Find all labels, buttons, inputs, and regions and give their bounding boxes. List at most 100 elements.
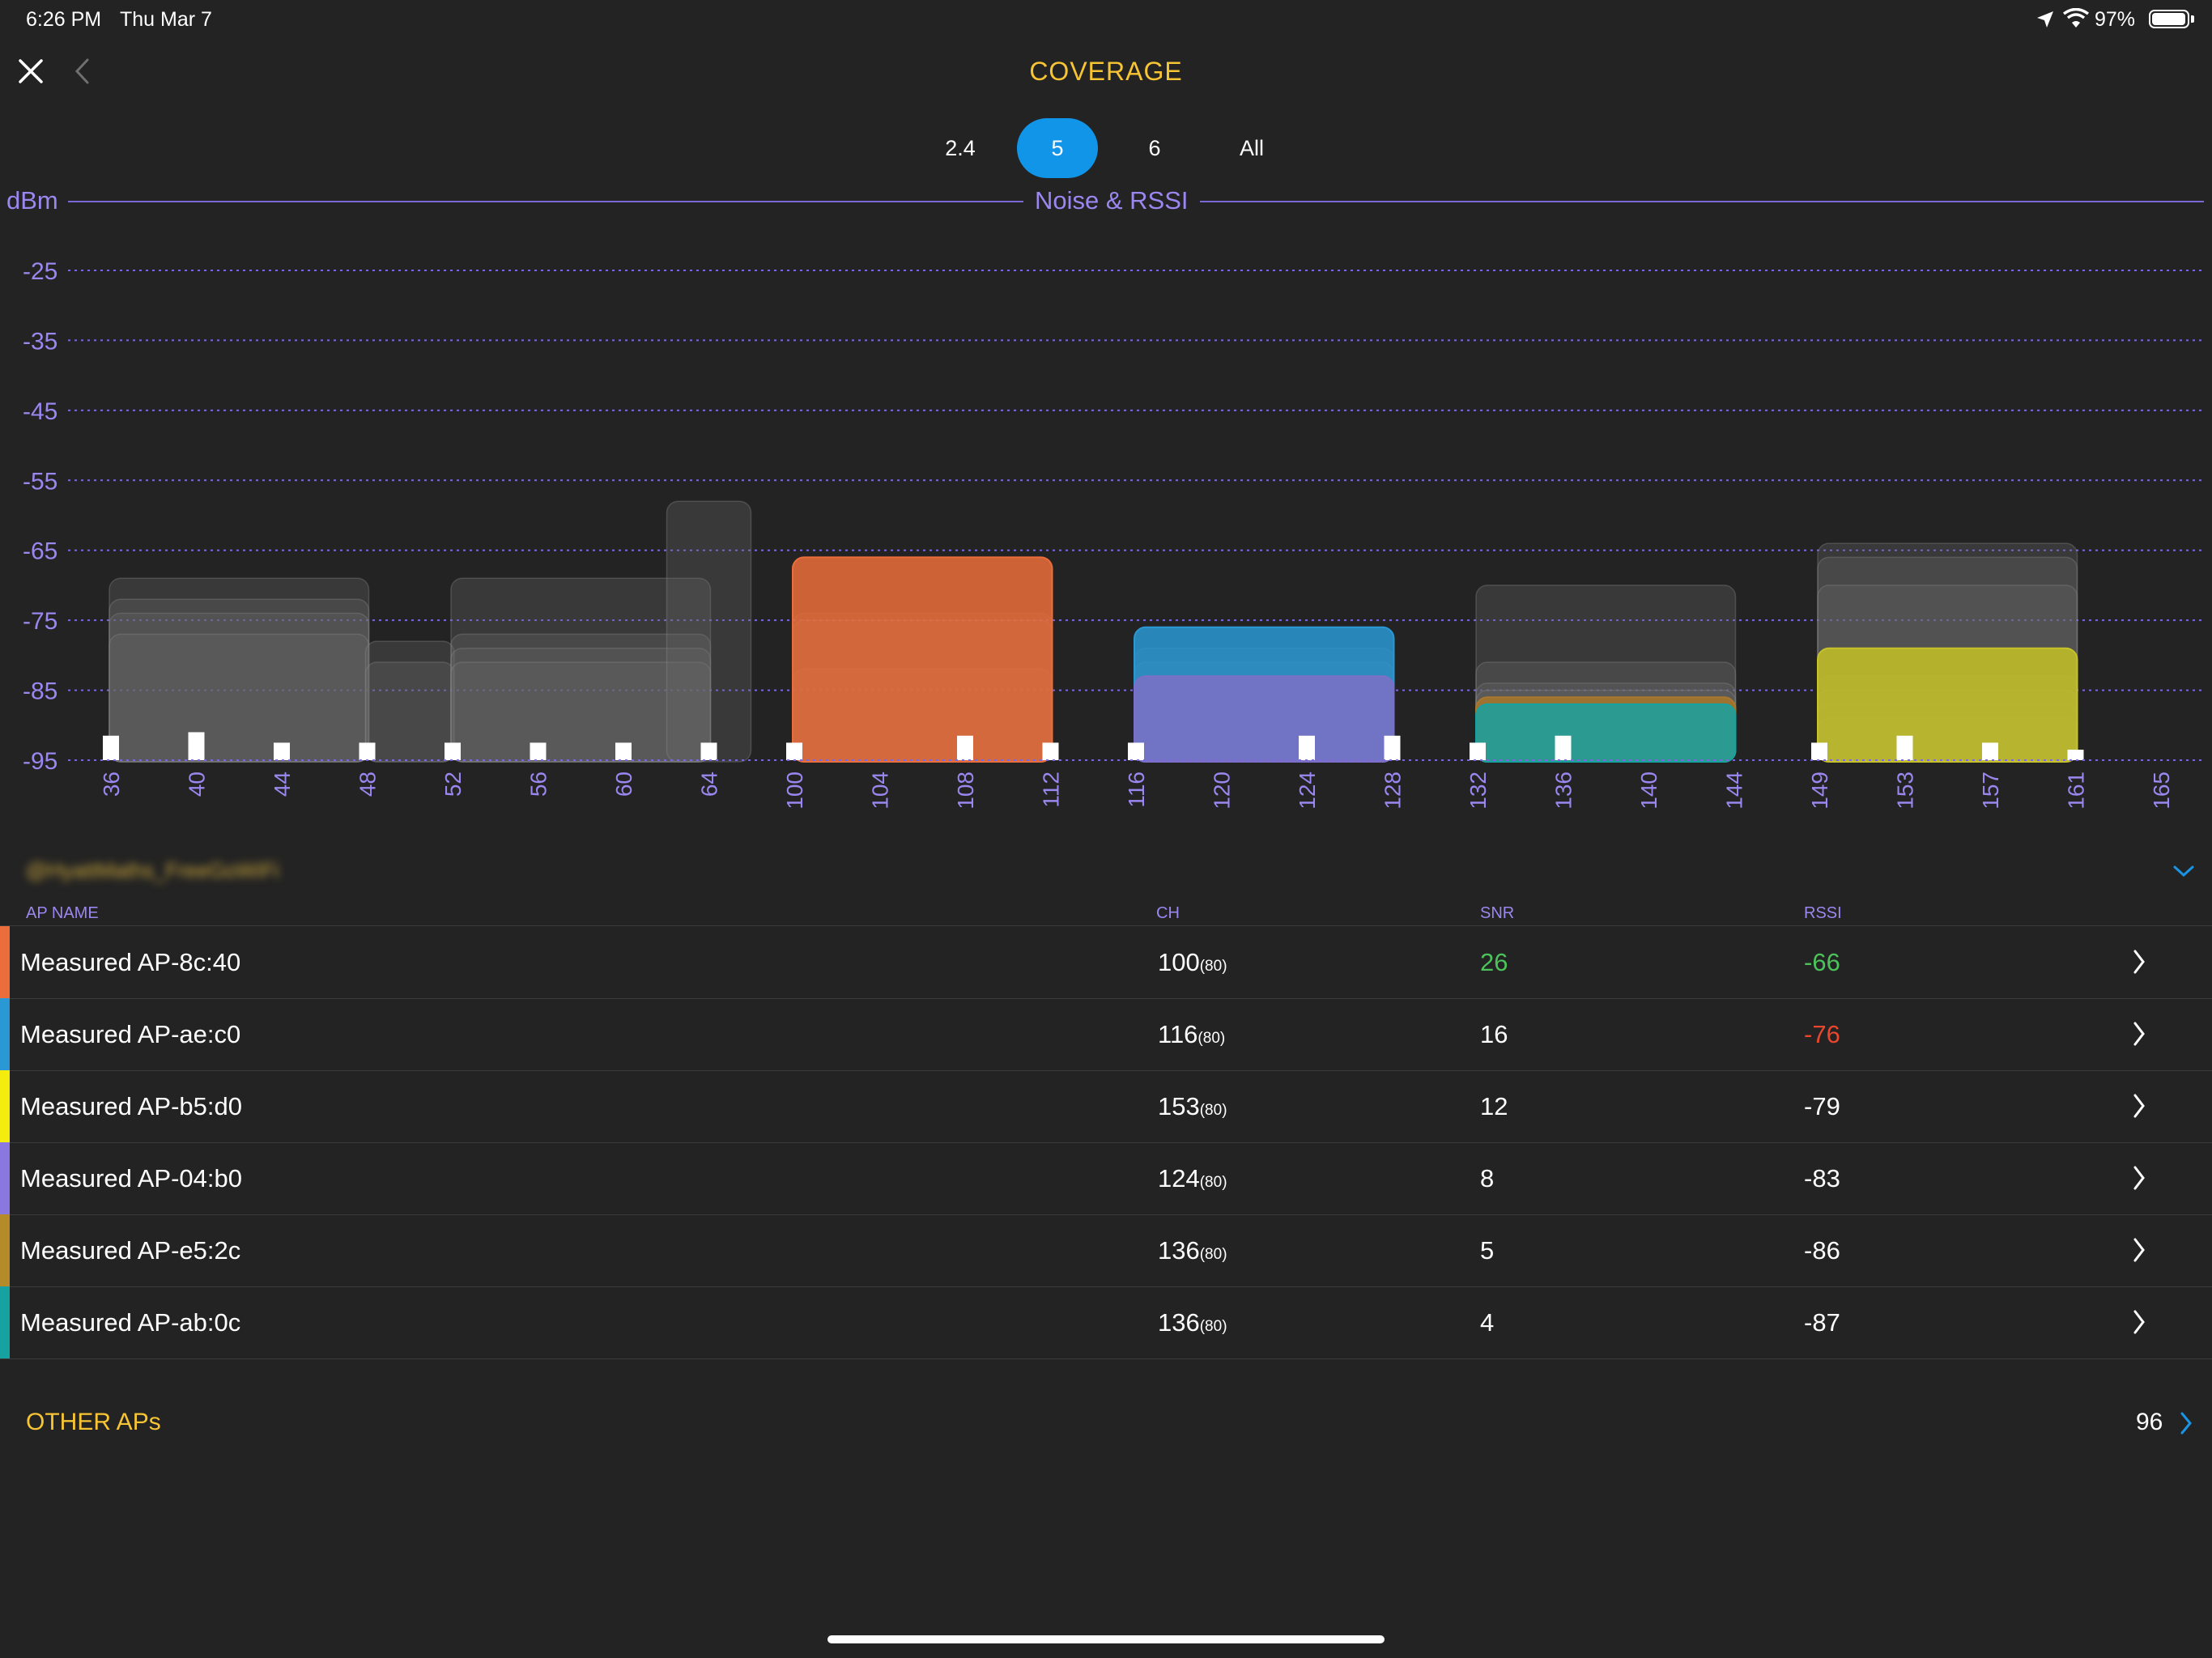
table-row[interactable]: Measured AP-ab:0c 136(80) 4 -87 xyxy=(0,1286,2212,1359)
channel-width: (80) xyxy=(1199,1246,1227,1263)
x-tick-label: 56 xyxy=(526,772,551,797)
noise-bar xyxy=(957,735,973,760)
ap-name: Measured AP-ab:0c xyxy=(20,1308,241,1337)
table-row[interactable]: Measured AP-ae:c0 116(80) 16 -76 xyxy=(0,998,2212,1071)
ap-rssi: -83 xyxy=(1804,1164,1840,1192)
channel-width: (80) xyxy=(1199,1174,1227,1191)
battery-icon xyxy=(2149,10,2189,28)
noise-bar xyxy=(1384,735,1401,760)
y-tick-label: -55 xyxy=(23,468,57,495)
x-tick-label: 120 xyxy=(1210,772,1235,810)
background-ap-bar xyxy=(450,661,712,763)
x-tick-label: 128 xyxy=(1380,772,1406,810)
channel-number: 153 xyxy=(1158,1092,1200,1120)
home-indicator xyxy=(827,1635,1385,1643)
ap-rssi: -66 xyxy=(1804,948,1840,976)
background-ap-bar xyxy=(108,633,370,763)
noise-rssi-chart: -25 -35 -45 -55 -65 -75 -85 -95 36 40 44 48 52 56 60 64… xyxy=(23,258,2204,810)
ap-rssi: -76 xyxy=(1804,1020,1840,1048)
ap-name: Measured AP-04:b0 xyxy=(20,1164,243,1192)
ap-bar xyxy=(1134,675,1395,763)
ap-rssi: -87 xyxy=(1804,1308,1840,1337)
noise-bar xyxy=(1555,735,1572,760)
status-time: 6:26 PM xyxy=(26,8,102,31)
channel-number: 100 xyxy=(1158,948,1200,976)
ap-name: Measured AP-e5:2c xyxy=(20,1236,241,1265)
y-tick-label: -95 xyxy=(23,748,57,775)
y-tick-label: -85 xyxy=(23,678,57,705)
header-ap-name[interactable]: AP NAME xyxy=(26,904,99,922)
ap-name: Measured AP-b5:d0 xyxy=(20,1092,243,1120)
ap-channel: 136(80) xyxy=(1158,1214,1227,1290)
ap-name: Measured AP-8c:40 xyxy=(20,948,241,976)
channel-number: 116 xyxy=(1158,1020,1198,1048)
x-tick-label: 36 xyxy=(99,772,124,797)
background-ap-bar xyxy=(450,577,712,763)
background-ap-bar xyxy=(108,577,370,763)
ap-name: Measured AP-ae:c0 xyxy=(20,1020,241,1048)
ap-color-stripe xyxy=(0,1214,10,1286)
x-tick-label: 104 xyxy=(868,772,893,810)
table-row[interactable]: Measured AP-b5:d0 153(80) 12 -79 xyxy=(0,1070,2212,1143)
ap-rssi: -79 xyxy=(1804,1092,1840,1120)
chevron-down-icon[interactable] xyxy=(2172,863,2196,879)
chevron-left-icon[interactable] xyxy=(73,57,92,86)
x-tick-label: 52 xyxy=(440,772,466,797)
ap-color-stripe xyxy=(0,1286,10,1358)
tab-all[interactable]: All xyxy=(1239,136,1264,160)
chevron-right-icon[interactable] xyxy=(2131,1307,2147,1337)
table-row[interactable]: Measured AP-8c:40 100(80) 26 -66 xyxy=(0,926,2212,999)
x-tick-label: 144 xyxy=(1722,772,1747,810)
header-rssi[interactable]: RSSI xyxy=(1804,904,1842,922)
tab-2-4[interactable]: 2.4 xyxy=(945,136,976,160)
close-icon[interactable] xyxy=(16,57,45,86)
table-header-divider xyxy=(0,925,2212,926)
x-tick-label: 165 xyxy=(2149,772,2174,810)
noise-bar xyxy=(274,742,290,760)
ap-color-stripe xyxy=(0,1070,10,1142)
x-tick-label: 60 xyxy=(611,772,636,797)
chart-header-line-right xyxy=(1193,201,2204,202)
x-tick-label: 132 xyxy=(1465,772,1491,810)
chevron-right-icon[interactable] xyxy=(2131,1019,2147,1048)
y-tick-label: -35 xyxy=(23,328,57,355)
noise-bar xyxy=(1128,742,1144,760)
chevron-right-icon[interactable] xyxy=(2131,947,2147,976)
tab-6[interactable]: 6 xyxy=(1148,136,1161,160)
background-ap-bar xyxy=(450,647,712,763)
chevron-right-icon[interactable] xyxy=(2131,1235,2147,1265)
ap-color-stripe xyxy=(0,1142,10,1214)
other-aps-label[interactable]: OTHER APs xyxy=(26,1409,161,1435)
header-snr[interactable]: SNR xyxy=(1480,904,1515,922)
ap-rssi: -86 xyxy=(1804,1236,1840,1265)
x-tick-label: 161 xyxy=(2064,772,2089,810)
battery-tip xyxy=(2191,15,2194,23)
battery-percent: 97% xyxy=(2095,8,2136,31)
noise-bar xyxy=(530,742,547,760)
ap-channel: 124(80) xyxy=(1158,1142,1227,1218)
noise-bar xyxy=(700,742,717,760)
noise-bar xyxy=(359,742,376,760)
noise-bar xyxy=(1299,735,1315,760)
ap-channel: 100(80) xyxy=(1158,926,1227,1002)
x-tick-label: 116 xyxy=(1124,772,1149,808)
x-tick-label: 149 xyxy=(1807,772,1832,810)
x-tick-label: 108 xyxy=(953,772,978,810)
y-tick-label: -65 xyxy=(23,538,57,565)
table-row[interactable]: Measured AP-e5:2c 136(80) 5 -86 xyxy=(0,1214,2212,1287)
ap-snr: 12 xyxy=(1480,1092,1508,1120)
x-tick-label: 48 xyxy=(355,772,381,797)
chevron-right-icon[interactable] xyxy=(2131,1091,2147,1120)
ap-snr: 4 xyxy=(1480,1308,1495,1337)
header-ch[interactable]: CH xyxy=(1156,904,1180,922)
channel-width: (80) xyxy=(1197,1030,1226,1047)
noise-bar xyxy=(445,742,461,760)
other-aps-chevron-icon[interactable] xyxy=(2178,1410,2194,1436)
tab-5[interactable]: 5 xyxy=(1017,118,1098,178)
network-name: @HyattMaths_FreeGoWiFi xyxy=(26,858,279,882)
x-tick-label: 124 xyxy=(1295,772,1320,810)
x-tick-label: 64 xyxy=(697,772,722,797)
chevron-right-icon[interactable] xyxy=(2131,1163,2147,1192)
table-row[interactable]: Measured AP-04:b0 124(80) 8 -83 xyxy=(0,1142,2212,1215)
x-tick-label: 112 xyxy=(1039,772,1064,808)
